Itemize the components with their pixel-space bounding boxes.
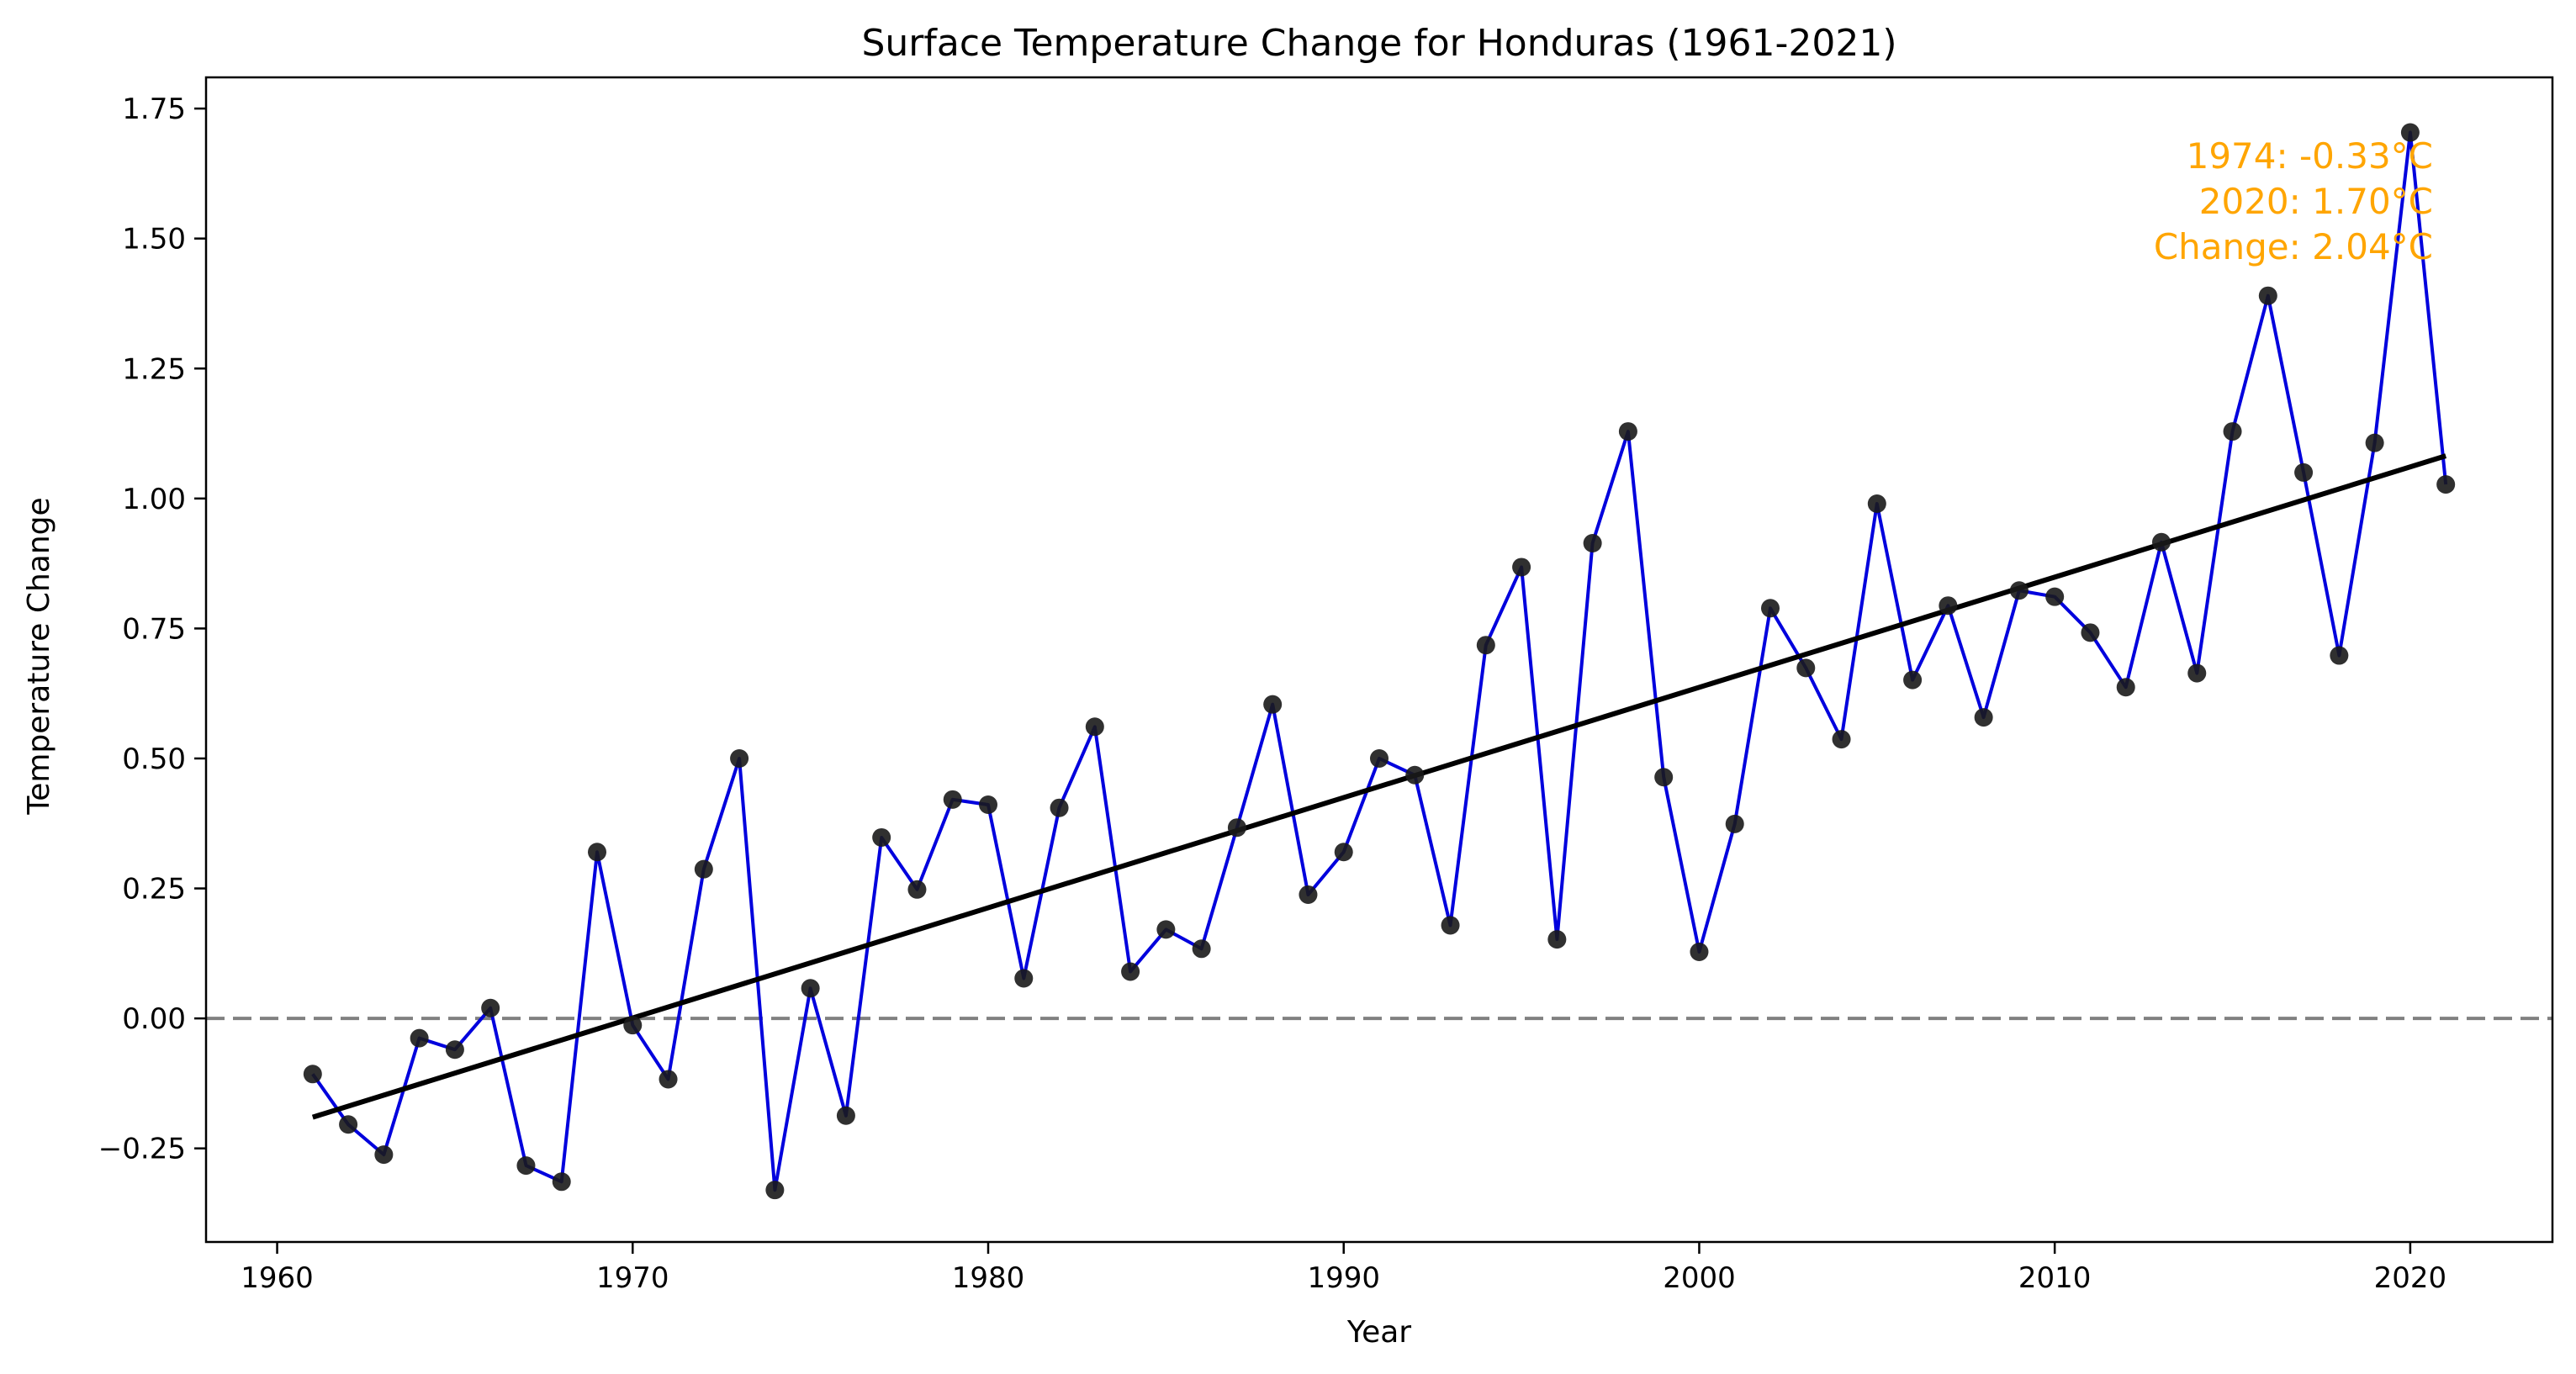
x-tick-label-2000: 2000 bbox=[1663, 1261, 1736, 1295]
data-point-2006 bbox=[1903, 670, 1923, 690]
annotation-line-1974: 1974: -0.33°C bbox=[2187, 135, 2433, 177]
data-point-2016 bbox=[2258, 286, 2277, 305]
data-point-2003 bbox=[1796, 658, 1816, 678]
data-point-2021 bbox=[2436, 475, 2456, 494]
data-point-1967 bbox=[516, 1156, 536, 1176]
data-point-2020 bbox=[2400, 123, 2420, 142]
y-tick-label-1.5: 1.50 bbox=[122, 223, 186, 256]
annotation-line-2020: 2020: 1.70°C bbox=[2199, 181, 2433, 222]
data-point-2017 bbox=[2294, 462, 2314, 482]
data-point-1962 bbox=[339, 1115, 358, 1134]
data-point-2000 bbox=[1690, 942, 1709, 961]
data-point-2018 bbox=[2330, 646, 2349, 665]
data-point-2019 bbox=[2365, 433, 2384, 452]
y-tick-label-1.75: 1.75 bbox=[122, 92, 186, 126]
x-tick-label-1970: 1970 bbox=[596, 1261, 669, 1295]
data-point-2013 bbox=[2152, 532, 2171, 552]
data-point-2015 bbox=[2223, 422, 2242, 441]
data-point-2007 bbox=[1939, 596, 1958, 616]
data-point-1961 bbox=[303, 1065, 322, 1084]
chart-title: Surface Temperature Change for Honduras … bbox=[861, 22, 1896, 65]
data-point-1984 bbox=[1121, 962, 1140, 981]
data-point-1976 bbox=[836, 1106, 855, 1125]
x-tick-label-1990: 1990 bbox=[1307, 1261, 1380, 1295]
data-point-2014 bbox=[2187, 663, 2207, 683]
y-axis: −0.25 0.00 0.25 0.50 0.75 1.00 1.25 1.50 1.75 bbox=[98, 92, 206, 1166]
annotation-box: 1974: -0.33°C 2020: 1.70°C Change: 2.04°… bbox=[2154, 135, 2433, 267]
y-tick-label-1: 1.00 bbox=[122, 483, 186, 516]
data-point-1991 bbox=[1370, 748, 1389, 768]
data-point-1973 bbox=[730, 748, 749, 768]
x-tick-label-2020: 2020 bbox=[2374, 1261, 2447, 1295]
data-point-1989 bbox=[1299, 885, 1318, 904]
data-point-2011 bbox=[2081, 623, 2100, 642]
data-point-1970 bbox=[623, 1016, 643, 1035]
data-point-1994 bbox=[1476, 636, 1495, 655]
y-tick-label-0.25: 0.25 bbox=[122, 873, 186, 906]
y-tick-label-0: 0.00 bbox=[122, 1002, 186, 1036]
data-point-1979 bbox=[943, 790, 962, 809]
data-point-1975 bbox=[801, 979, 820, 998]
data-point-1968 bbox=[552, 1172, 571, 1192]
trend-line bbox=[311, 453, 2447, 1120]
data-point-1998 bbox=[1618, 422, 1637, 441]
plot-frame bbox=[204, 76, 2554, 1244]
data-point-1986 bbox=[1192, 939, 1211, 959]
data-point-1982 bbox=[1050, 798, 1069, 817]
data-point-1983 bbox=[1085, 717, 1104, 737]
data-point-2009 bbox=[2009, 581, 2029, 600]
data-point-1988 bbox=[1263, 695, 1283, 714]
data-point-1980 bbox=[979, 795, 997, 815]
data-point-1972 bbox=[694, 859, 713, 879]
data-point-2005 bbox=[1867, 494, 1886, 514]
data-point-2010 bbox=[2045, 587, 2065, 606]
data-point-2008 bbox=[1974, 708, 1993, 727]
y-tick-label-0.75: 0.75 bbox=[122, 612, 186, 646]
data-point-1966 bbox=[481, 998, 500, 1017]
x-axis-label: Year bbox=[1346, 1315, 1411, 1350]
y-tick-label-0.5: 0.50 bbox=[122, 742, 186, 776]
data-point-1977 bbox=[872, 827, 891, 847]
y-axis-label: Temperature Change bbox=[22, 497, 56, 815]
data-point-1963 bbox=[374, 1145, 394, 1165]
y-tick-label-1.25: 1.25 bbox=[122, 352, 186, 386]
data-point-1978 bbox=[907, 880, 927, 899]
data-point-1995 bbox=[1512, 558, 1531, 577]
x-axis: 1960 1970 1980 1990 2000 2010 2020 bbox=[241, 1242, 2446, 1295]
x-tick-label-2010: 2010 bbox=[2018, 1261, 2092, 1295]
data-point-1969 bbox=[588, 843, 606, 862]
data-point-2001 bbox=[1725, 814, 1744, 833]
data-point-1996 bbox=[1547, 930, 1567, 949]
data-point-2002 bbox=[1761, 599, 1780, 618]
data-point-1974 bbox=[765, 1181, 785, 1200]
data-point-1965 bbox=[445, 1040, 464, 1060]
annotation-line-change: Change: 2.04°C bbox=[2154, 226, 2433, 267]
data-point-1997 bbox=[1583, 534, 1602, 552]
data-point-1993 bbox=[1441, 916, 1460, 935]
y-tick-label--0.25: −0.25 bbox=[98, 1133, 186, 1166]
x-tick-label-1980: 1980 bbox=[952, 1261, 1025, 1295]
data-point-1992 bbox=[1405, 765, 1425, 785]
data-point-1987 bbox=[1227, 818, 1246, 838]
data-point-1985 bbox=[1156, 920, 1176, 939]
data-point-1971 bbox=[659, 1070, 678, 1089]
data-point-1981 bbox=[1014, 969, 1034, 988]
data-point-2012 bbox=[2116, 678, 2135, 697]
data-point-1964 bbox=[410, 1028, 429, 1048]
data-point-2004 bbox=[1832, 730, 1851, 749]
x-tick-label-1960: 1960 bbox=[241, 1261, 314, 1295]
data-point-1990 bbox=[1334, 843, 1353, 862]
plot-area bbox=[204, 76, 2554, 1244]
data-point-1999 bbox=[1654, 768, 1674, 787]
